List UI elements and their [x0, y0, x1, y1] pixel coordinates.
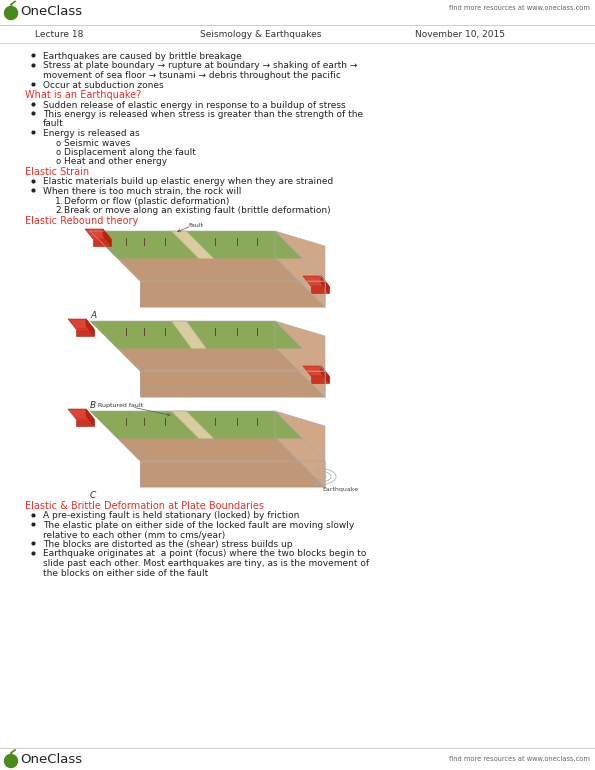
Text: Sudden release of elastic energy in response to a buildup of stress: Sudden release of elastic energy in resp… [43, 101, 346, 109]
Text: B: B [90, 401, 96, 410]
Polygon shape [90, 321, 192, 349]
Text: Seismology & Earthquakes: Seismology & Earthquakes [200, 30, 321, 39]
Polygon shape [303, 276, 329, 286]
Text: slide past each other. Most earthquakes are tiny, as is the movement of: slide past each other. Most earthquakes … [43, 559, 369, 568]
Text: Earthquake: Earthquake [322, 487, 358, 491]
Text: Earthquake originates at  a point (focus) where the two blocks begin to: Earthquake originates at a point (focus)… [43, 550, 367, 558]
Text: November 10, 2015: November 10, 2015 [415, 30, 505, 39]
Text: The elastic plate on either side of the locked fault are moving slowly: The elastic plate on either side of the … [43, 521, 354, 530]
Polygon shape [171, 231, 214, 259]
Polygon shape [171, 321, 206, 349]
Polygon shape [321, 276, 329, 293]
Text: A: A [90, 311, 96, 320]
Text: fault: fault [43, 119, 64, 129]
Polygon shape [321, 366, 329, 383]
Circle shape [5, 755, 17, 768]
Polygon shape [68, 409, 94, 419]
Polygon shape [186, 321, 302, 349]
Polygon shape [140, 371, 325, 397]
Polygon shape [275, 231, 325, 307]
Text: OneClass: OneClass [20, 753, 82, 766]
Text: o: o [55, 139, 60, 148]
Text: find more resources at www.oneclass.com: find more resources at www.oneclass.com [449, 756, 590, 762]
Text: Ruptured fault: Ruptured fault [98, 403, 143, 408]
Text: find more resources at www.oneclass.com: find more resources at www.oneclass.com [449, 5, 590, 11]
Polygon shape [90, 411, 325, 461]
Polygon shape [93, 239, 111, 246]
Polygon shape [275, 321, 325, 397]
Text: Elastic materials build up elastic energy when they are strained: Elastic materials build up elastic energ… [43, 178, 333, 186]
Polygon shape [86, 409, 94, 426]
Text: Energy is released as: Energy is released as [43, 129, 140, 138]
Polygon shape [303, 366, 329, 376]
Text: Displacement along the fault: Displacement along the fault [64, 148, 196, 157]
Text: Heat and other energy: Heat and other energy [64, 158, 167, 166]
Text: Break or move along an existing fault (brittle deformation): Break or move along an existing fault (b… [64, 206, 331, 215]
Text: What is an Earthquake?: What is an Earthquake? [25, 90, 141, 100]
Polygon shape [186, 411, 302, 438]
Text: Deform or flow (plastic deformation): Deform or flow (plastic deformation) [64, 196, 230, 206]
Polygon shape [171, 411, 214, 438]
Polygon shape [140, 281, 325, 307]
Polygon shape [85, 229, 111, 239]
Polygon shape [140, 461, 325, 487]
Text: Elastic Strain: Elastic Strain [25, 167, 89, 177]
Text: the blocks on either side of the fault: the blocks on either side of the fault [43, 568, 208, 578]
Circle shape [5, 6, 17, 19]
Text: 2.: 2. [55, 206, 64, 215]
Text: Fault: Fault [188, 223, 203, 228]
Text: Lecture 18: Lecture 18 [35, 30, 83, 39]
Polygon shape [90, 321, 325, 371]
Text: Earthquakes are caused by brittle breakage: Earthquakes are caused by brittle breaka… [43, 52, 242, 61]
Polygon shape [275, 411, 325, 487]
Polygon shape [103, 229, 111, 246]
Polygon shape [90, 411, 199, 438]
Polygon shape [68, 319, 94, 329]
Text: A pre-existing fault is held stationary (locked) by friction: A pre-existing fault is held stationary … [43, 511, 299, 521]
Text: Elastic Rebound theory: Elastic Rebound theory [25, 216, 138, 226]
Text: Seismic waves: Seismic waves [64, 139, 130, 148]
Text: Occur at subduction zones: Occur at subduction zones [43, 81, 164, 89]
Text: This energy is released when stress is greater than the strength of the: This energy is released when stress is g… [43, 110, 363, 119]
Text: o: o [55, 158, 60, 166]
Polygon shape [311, 376, 329, 383]
Text: The blocks are distorted as the (shear) stress builds up: The blocks are distorted as the (shear) … [43, 540, 293, 549]
Text: When there is too much strain, the rock will: When there is too much strain, the rock … [43, 187, 242, 196]
Polygon shape [90, 231, 199, 259]
Text: relative to each other (mm to cms/year): relative to each other (mm to cms/year) [43, 531, 226, 540]
Polygon shape [311, 286, 329, 293]
Text: Elastic & Brittle Deformation at Plate Boundaries: Elastic & Brittle Deformation at Plate B… [25, 501, 264, 511]
Text: o: o [55, 148, 60, 157]
Polygon shape [186, 231, 302, 259]
Polygon shape [76, 419, 94, 426]
Polygon shape [86, 319, 94, 336]
Text: 1.: 1. [55, 196, 64, 206]
Text: OneClass: OneClass [20, 5, 82, 18]
Polygon shape [76, 329, 94, 336]
Text: Stress at plate boundary → rupture at boundary → shaking of earth →: Stress at plate boundary → rupture at bo… [43, 62, 358, 71]
Text: C: C [90, 491, 96, 500]
Polygon shape [90, 231, 325, 281]
Text: movement of sea floor → tsunami → debris throughout the pacific: movement of sea floor → tsunami → debris… [43, 71, 341, 80]
